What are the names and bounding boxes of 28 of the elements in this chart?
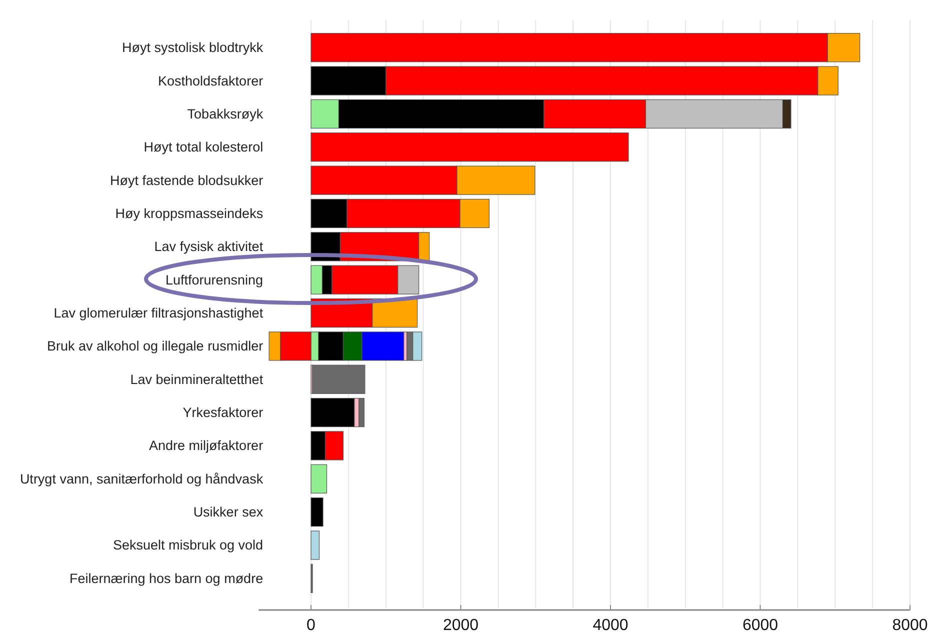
y-tick-label: Lav beinmineraltetthet [130, 372, 264, 387]
y-tick-label: Luftforurensning [166, 272, 264, 288]
y-tick-label: Høy kroppsmasseindeks [115, 206, 264, 221]
x-tick-label: 0 [306, 617, 316, 634]
y-tick-label: Feilernæring hos barn og mødre [69, 570, 264, 586]
bar [310, 398, 355, 428]
bar [310, 132, 629, 162]
y-tick-label: Bruk av alkohol og illegale rusmidler [46, 338, 264, 354]
y-tick-label: Høyt systolisk blodtrykk [122, 40, 264, 56]
y-tick-label: Høyt fastende blodsukker [110, 172, 264, 188]
y-tick-label: Andre miljøfaktorer [149, 438, 264, 454]
x-tick-label: 4000 [592, 617, 628, 634]
y-tick-label: Høyt total kolesterol [144, 140, 264, 155]
bar [310, 497, 324, 527]
bar [312, 364, 366, 394]
y-tick-label: Usikker sex [193, 504, 264, 520]
y-tick-label: Seksuelt misbruk og vold [113, 538, 264, 553]
y-tick-label: Kostholdsfaktorer [158, 73, 264, 88]
y-tick-label: Tobakksrøyk [187, 106, 264, 122]
y-tick-label: Lav fysisk aktivitet [154, 239, 264, 254]
x-tick-label: 6000 [742, 617, 778, 634]
bar [310, 530, 320, 560]
bar [310, 464, 328, 494]
x-tick-label: 8000 [892, 617, 928, 634]
y-tick-label: Lav glomerulær filtrasjonshastighet [54, 306, 264, 320]
y-tick-label: Yrkesfaktorer [182, 405, 264, 420]
x-tick-label: 2000 [442, 617, 479, 634]
y-tick-label: Utrygt vann, sanitærforhold og håndvask [20, 471, 264, 486]
